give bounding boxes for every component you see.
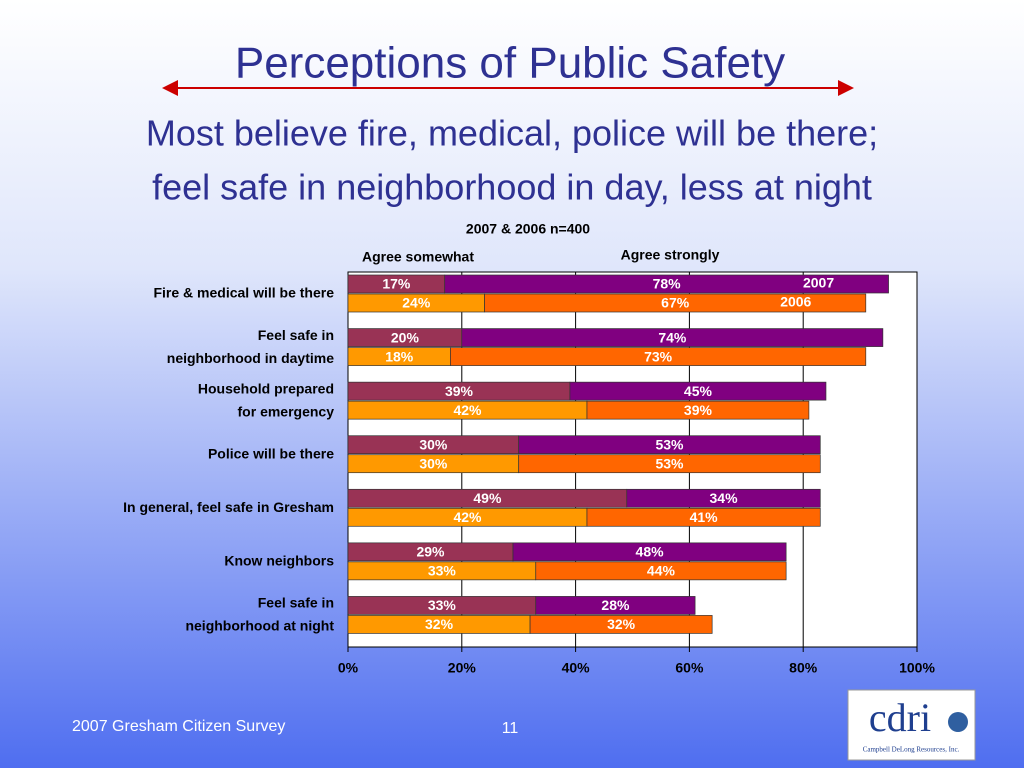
value-label: 42% [453, 402, 482, 418]
logo-globe [948, 712, 968, 732]
value-label: 17% [382, 276, 411, 292]
category-label: Feel safe in [258, 595, 334, 611]
subtitle-line: feel safe in neighborhood in day, less a… [152, 167, 872, 208]
x-tick-label: 60% [675, 660, 704, 676]
bar-segment [586, 400, 810, 420]
x-tick-label: 0% [338, 660, 359, 676]
footer-source: 2007 Gresham Citizen Survey [72, 718, 285, 735]
value-label: 73% [644, 348, 673, 364]
category-label: Police will be there [208, 445, 334, 461]
logo: cdri Campbell DeLong Resources, Inc. [847, 689, 976, 761]
bar-segment [535, 561, 787, 581]
value-label: 45% [684, 383, 713, 399]
x-tick-label: 80% [789, 660, 818, 676]
x-tick-label: 40% [562, 660, 591, 676]
category-label: neighborhood at night [185, 618, 334, 634]
value-label: 32% [607, 616, 636, 632]
value-label: 24% [402, 295, 431, 311]
value-label: 20% [391, 329, 420, 345]
value-label: 32% [425, 616, 454, 632]
value-label: 39% [684, 402, 713, 418]
value-label: 53% [655, 455, 684, 471]
logo-text: cdri [869, 695, 931, 740]
bar-segment [461, 328, 884, 347]
value-label: 29% [416, 544, 445, 560]
value-label: 39% [445, 383, 474, 399]
bar-segment [626, 488, 821, 508]
value-label: 30% [419, 436, 448, 452]
bar-segment [484, 293, 867, 313]
category-label: Household prepared [198, 380, 334, 396]
category-label: Feel safe in [258, 327, 334, 343]
category-label: neighborhood in daytime [167, 350, 334, 366]
value-label: 44% [647, 563, 676, 579]
bar-segment [518, 454, 821, 474]
page-number: 11 [502, 720, 519, 737]
value-label: 30% [419, 455, 448, 471]
bar-segment [450, 347, 867, 366]
bar-segment [535, 596, 696, 615]
value-label: 48% [636, 544, 665, 560]
value-label: 41% [690, 509, 719, 525]
bar-segment [569, 381, 827, 401]
value-label: 34% [710, 490, 739, 506]
segment-label: Agree strongly [621, 247, 720, 263]
bar-segment [518, 435, 821, 455]
x-tick-label: 20% [448, 660, 477, 676]
value-label: 42% [453, 509, 482, 525]
category-label: for emergency [238, 403, 335, 419]
logo-company: Campbell DeLong Resources, Inc. [863, 746, 960, 754]
bar-segment [529, 615, 713, 634]
x-tick-label: 100% [899, 660, 935, 676]
value-label: 49% [473, 490, 502, 506]
value-label: 33% [428, 563, 457, 579]
bar-segment [586, 507, 821, 527]
value-label: 53% [655, 436, 684, 452]
subtitle-line: Most believe fire, medical, police will … [146, 113, 878, 154]
series-label: 2007 [803, 275, 834, 291]
value-label: 78% [653, 276, 682, 292]
value-label: 28% [601, 597, 630, 613]
value-label: 74% [658, 329, 687, 345]
value-label: 33% [428, 597, 457, 613]
segment-label: Agree somewhat [362, 249, 474, 265]
series-label: 2006 [780, 294, 811, 310]
title: Perceptions of Public Safety [235, 39, 785, 88]
category-label: Fire & medical will be there [153, 285, 334, 301]
category-label: Know neighbors [224, 553, 334, 569]
bar-segment [512, 542, 787, 562]
value-label: 18% [385, 348, 414, 364]
chart-note: 2007 & 2006 n=400 [466, 221, 590, 237]
value-label: 67% [661, 295, 690, 311]
bar-segment [444, 274, 889, 294]
category-label: In general, feel safe in Gresham [123, 499, 334, 515]
